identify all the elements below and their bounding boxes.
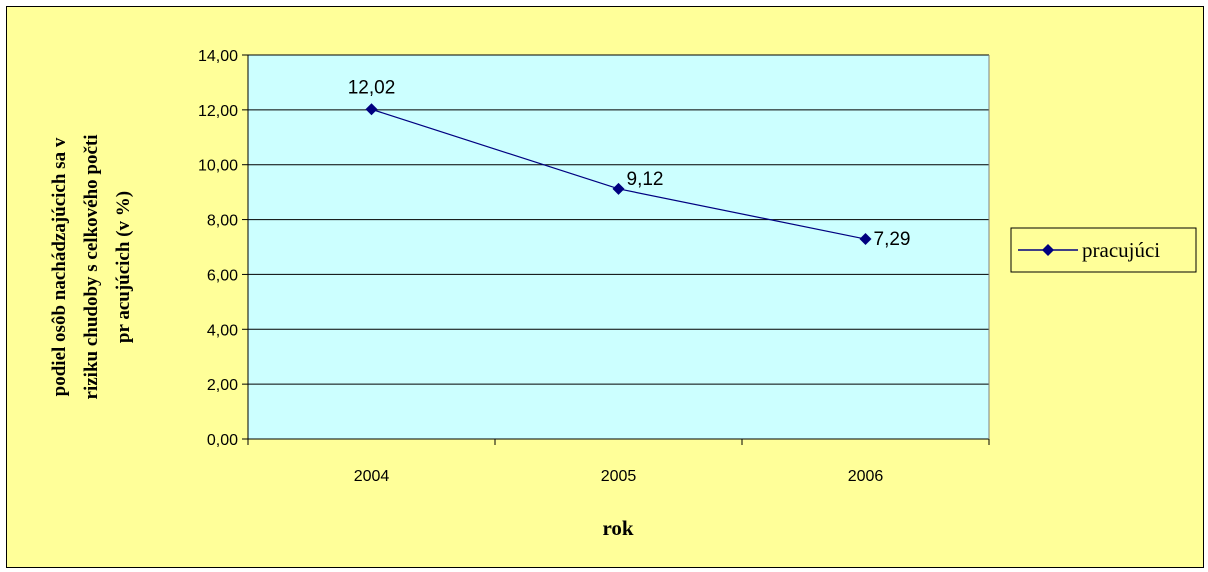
y-axis-title-line-2: riziku chudoby s celkového počti [81, 135, 102, 400]
line-chart: 0,00 2,00 4,00 6,00 8,00 10,00 12,00 14,00 2004 2… [49, 48, 1197, 540]
data-point-marker [612, 182, 625, 195]
y-tick-label: 14,00 [198, 48, 238, 65]
x-tick-label: 2004 [354, 468, 390, 485]
data-label: 12,02 [348, 77, 396, 98]
legend: pracujúci [1010, 227, 1197, 273]
x-tick-label: 2006 [848, 468, 884, 485]
data-label: 9,12 [627, 169, 664, 190]
chart-area: 0,00 2,00 4,00 6,00 8,00 10,00 12,00 14,00 2004 2… [6, 6, 1204, 568]
data-point-marker [859, 233, 872, 246]
x-tick-label: 2005 [601, 468, 637, 485]
y-tick-label: 0,00 [207, 432, 238, 449]
y-axis-title-line-3: pr acujúcich (v %) [113, 191, 134, 343]
y-axis-title-line-1: podiel osôb nachádzajúcich sa v [49, 137, 70, 396]
y-tick-label: 12,00 [198, 103, 238, 120]
y-tick-label: 6,00 [207, 267, 238, 284]
legend-series-label: pracujúci [1082, 238, 1160, 262]
y-tick-label: 4,00 [207, 322, 238, 339]
legend-series-marker [1042, 244, 1054, 256]
data-label: 7,29 [874, 229, 911, 250]
y-axis-title: podiel osôb nachádzajúcich sa v riziku c… [49, 135, 134, 400]
data-point-marker [365, 103, 378, 116]
y-tick-label: 8,00 [207, 213, 238, 230]
x-axis-title: rok [602, 516, 633, 540]
y-tick-label: 10,00 [198, 158, 238, 175]
plot-area [248, 55, 989, 439]
y-tick-label: 2,00 [207, 377, 238, 394]
